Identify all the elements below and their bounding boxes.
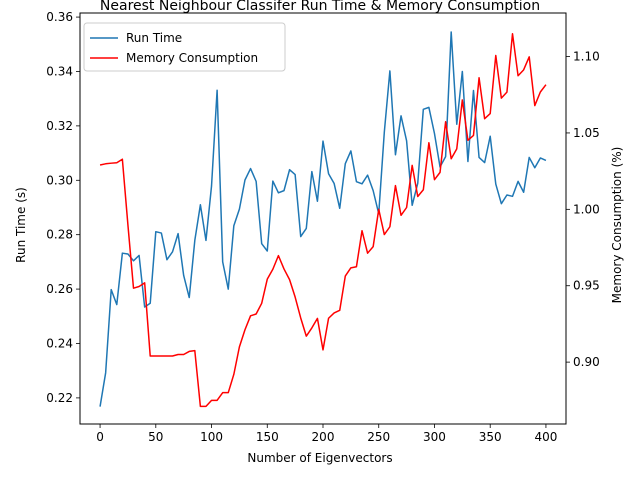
legend-label-2: Memory Consumption	[126, 51, 258, 65]
y-left-tick-label: 0.28	[46, 228, 73, 242]
series-line-1	[99, 31, 547, 407]
plot-frame	[79, 12, 567, 425]
x-tick-label: 0	[96, 430, 104, 444]
x-tick-label: 300	[423, 430, 446, 444]
y-left-tick-label: 0.36	[46, 10, 73, 24]
y-left-tick-label: 0.22	[46, 391, 73, 405]
series-line-2	[99, 33, 547, 408]
y-axis-left-label: Run Time (s)	[14, 187, 28, 263]
x-tick-label: 400	[534, 430, 557, 444]
series-layer	[99, 31, 547, 408]
y-right-tick-label: 1.05	[573, 126, 600, 140]
y-axis-right-label: Memory Consumption (%)	[610, 147, 624, 304]
chart-title: Nearest Neighbour Classifer Run Time & M…	[100, 0, 540, 14]
y-right-tick-label: 1.10	[573, 50, 600, 64]
y-right-tick-label: 0.95	[573, 279, 600, 293]
x-tick-label: 50	[148, 430, 163, 444]
y-left-tick-label: 0.32	[46, 119, 73, 133]
legend-label-1: Run Time	[126, 31, 182, 45]
y-left-tick-label: 0.24	[46, 336, 73, 350]
x-axis: 0 50 100 150 200 250 300 350 400	[96, 424, 557, 444]
y-left-tick-label: 0.26	[46, 282, 73, 296]
x-tick-label: 350	[479, 430, 502, 444]
y-left-tick-label: 0.34	[46, 64, 73, 78]
y-axis-right: 0.90 0.95 1.00 1.05 1.10	[566, 50, 600, 369]
x-tick-label: 100	[200, 430, 223, 444]
legend-box	[83, 22, 286, 72]
x-tick-label: 200	[312, 430, 335, 444]
y-axis-left: 0.22 0.24 0.26 0.28 0.30 0.32 0.34 0.36	[46, 10, 80, 405]
x-tick-label: 150	[256, 430, 279, 444]
legend: Run Time Memory Consumption	[83, 22, 286, 72]
x-tick-label: 250	[367, 430, 390, 444]
y-left-tick-label: 0.30	[46, 173, 73, 187]
x-axis-label: Number of Eigenvectors	[247, 451, 392, 465]
y-right-tick-label: 1.00	[573, 202, 600, 216]
y-right-tick-label: 0.90	[573, 355, 600, 369]
